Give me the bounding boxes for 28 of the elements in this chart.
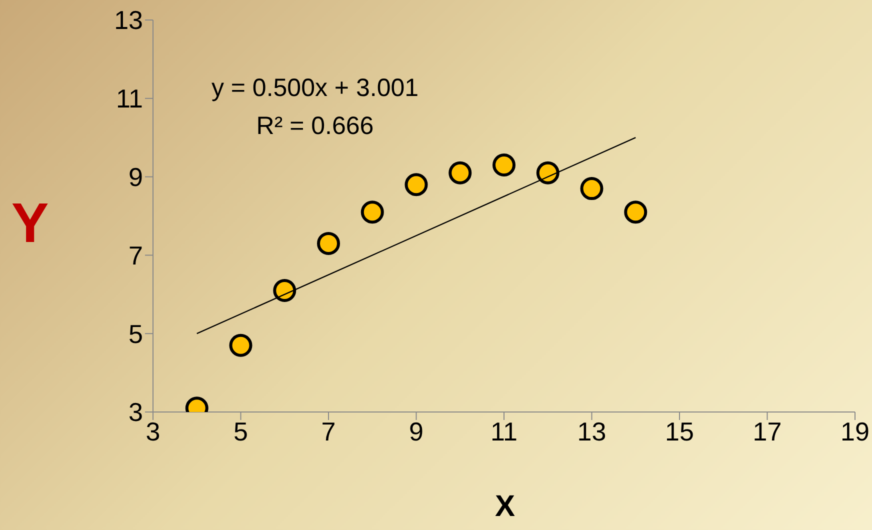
x-axis-title: X — [494, 490, 516, 524]
y-axis-title: Y — [10, 190, 50, 255]
point — [536, 161, 560, 184]
x-tick-label: 13 — [577, 416, 606, 446]
point — [360, 200, 384, 224]
x-tick-label: 17 — [752, 416, 782, 446]
x-tick-label: 7 — [321, 416, 336, 446]
point — [492, 154, 516, 177]
point — [404, 173, 428, 196]
point — [273, 278, 296, 302]
point — [580, 177, 604, 200]
point — [448, 161, 472, 184]
y-tick-label: 5 — [128, 318, 143, 349]
y-tick-label: 9 — [128, 162, 143, 192]
x-tick-label: 9 — [409, 416, 424, 446]
y-tick-label: 7 — [128, 240, 143, 270]
point — [317, 232, 340, 255]
annotation: R² = 0.666 — [255, 112, 375, 141]
x-tick-label: 19 — [840, 416, 870, 446]
x-tick-label: 15 — [665, 416, 694, 446]
x-tick-label: 5 — [234, 416, 248, 446]
y-tick-label: 3 — [128, 397, 143, 428]
y-tick-label: 11 — [116, 84, 143, 114]
annotation: y = 0.500x + 3.001 — [210, 74, 420, 103]
y-tick-label: 13 — [114, 5, 143, 36]
point — [229, 334, 252, 357]
point — [624, 200, 648, 224]
x-tick-label: 11 — [490, 416, 518, 446]
